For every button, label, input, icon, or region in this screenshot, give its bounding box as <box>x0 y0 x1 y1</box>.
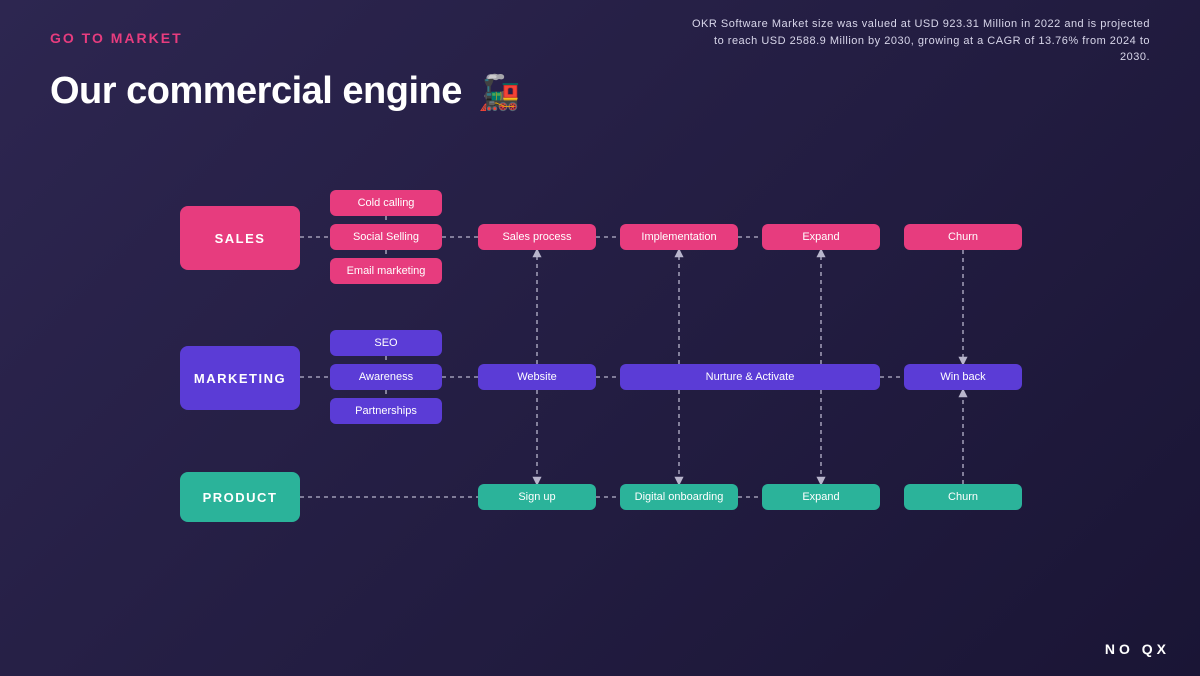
row-label-marketing: MARKETING <box>180 346 300 410</box>
stage-box: Sales process <box>478 224 596 250</box>
row-label-sales: SALES <box>180 206 300 270</box>
stage-box: Social Selling <box>330 224 442 250</box>
stage-box: Partnerships <box>330 398 442 424</box>
market-stat-text: OKR Software Market size was valued at U… <box>690 16 1150 66</box>
stage-box: Email marketing <box>330 258 442 284</box>
stage-box: Sign up <box>478 484 596 510</box>
stage-box: SEO <box>330 330 442 356</box>
row-label-product: PRODUCT <box>180 472 300 522</box>
train-icon: 🚂 <box>478 73 520 113</box>
title-text: Our commercial engine <box>50 70 462 112</box>
stage-box: Awareness <box>330 364 442 390</box>
stage-box: Nurture & Activate <box>620 364 880 390</box>
diagram-canvas: SALES Cold calling Social Selling Email mar… <box>0 170 1200 590</box>
stage-box: Digital onboarding <box>620 484 738 510</box>
stage-box: Website <box>478 364 596 390</box>
stage-box: Cold calling <box>330 190 442 216</box>
stage-box: Implementation <box>620 224 738 250</box>
stage-box: Churn <box>904 484 1022 510</box>
brand-logo: NO QX <box>1105 643 1170 656</box>
stage-box: Expand <box>762 484 880 510</box>
stage-box: Win back <box>904 364 1022 390</box>
stage-box: Expand <box>762 224 880 250</box>
stage-box: Churn <box>904 224 1022 250</box>
logo-text: NO QX <box>1105 641 1170 657</box>
eyebrow: GO TO MARKET <box>50 30 183 46</box>
page-title: Our commercial engine 🚂 <box>50 70 520 113</box>
